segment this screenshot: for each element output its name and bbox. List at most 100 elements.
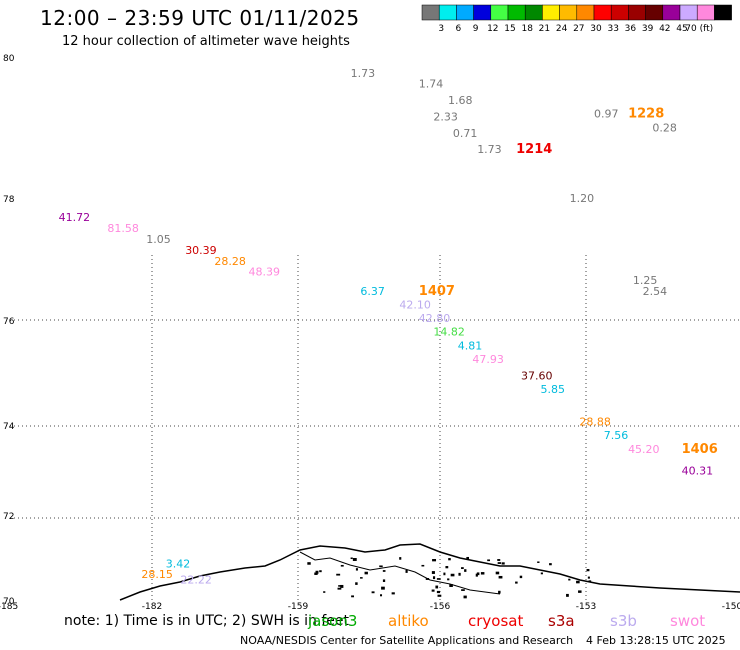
colorbar-swatch — [542, 4, 560, 21]
lake-dot — [568, 578, 571, 581]
wave-height-label: 41.72 — [59, 211, 91, 224]
colorbar-swatch — [696, 4, 715, 21]
colorbar-swatch — [507, 4, 526, 21]
colorbar-swatch — [559, 4, 578, 21]
lake-dot — [461, 589, 465, 591]
colorbar-swatch — [490, 4, 509, 21]
lake-dot — [323, 591, 326, 593]
x-tick-label: -185 — [0, 602, 18, 612]
lake-dot — [382, 570, 386, 572]
coastline-inner — [299, 551, 501, 595]
wave-height-label: 28.88 — [579, 416, 611, 429]
wave-height-label: 48.39 — [248, 266, 280, 279]
lake-dot — [340, 584, 344, 588]
colorbar-label: 12 — [487, 24, 498, 34]
lake-dot — [497, 559, 501, 561]
x-tick-label: -150 — [722, 602, 740, 612]
colorbar-label: 30 — [590, 24, 602, 34]
lake-dot — [445, 566, 449, 569]
lake-dot — [498, 590, 501, 594]
wave-height-label: 0.97 — [594, 108, 619, 121]
colorbar-label: 36 — [625, 24, 637, 34]
legend-cryosat: cryosat — [468, 612, 524, 630]
wave-height-label: 28.15 — [141, 568, 173, 581]
lake-dot — [498, 575, 503, 579]
lake-dot — [355, 568, 358, 571]
lake-dot — [381, 586, 385, 590]
lake-dot — [425, 578, 430, 580]
colorbar-swatch — [662, 4, 681, 21]
wave-height-label: 1.05 — [146, 233, 171, 246]
colorbar-swatch — [714, 4, 732, 21]
lake-dot — [431, 589, 435, 592]
wave-height-label: 42.10 — [399, 298, 431, 311]
legend-s3b: s3b — [610, 612, 637, 630]
wave-height-label: 6.37 — [360, 285, 385, 298]
lake-dot — [399, 557, 402, 560]
wave-height-label: 42.80 — [419, 312, 451, 325]
lake-dot — [315, 570, 319, 574]
wave-height-label: 2.54 — [643, 285, 668, 298]
lake-dot — [501, 562, 505, 565]
lake-dot — [432, 576, 436, 580]
wave-height-label: 14.82 — [433, 326, 465, 339]
lake-dot — [588, 580, 592, 583]
y-tick-label: 74 — [3, 422, 15, 432]
wave-height-label: 28.28 — [214, 255, 246, 268]
wave-height-label: 1.20 — [570, 192, 595, 205]
lake-dot — [515, 581, 518, 584]
overpass-time-label: 1407 — [419, 284, 455, 299]
wave-height-label: 37.60 — [521, 369, 553, 382]
lake-dot — [338, 585, 342, 587]
lake-dot — [371, 591, 375, 594]
lake-dot — [480, 572, 485, 575]
lake-dot — [431, 571, 435, 574]
lake-dot — [405, 570, 408, 573]
wave-height-label: 0.28 — [652, 121, 677, 134]
footnote: note: 1) Time is in UTC; 2) SWH is in fe… — [64, 613, 350, 629]
lake-dot — [487, 559, 491, 562]
generation-timestamp: 4 Feb 13:28:15 UTC 2025 — [586, 634, 726, 647]
y-tick-label: 80 — [3, 54, 15, 64]
coastline — [119, 543, 740, 601]
colorbar-swatch — [524, 4, 543, 21]
lake-dot — [448, 558, 451, 561]
wave-height-label: 0.71 — [453, 127, 478, 140]
wave-height-label: 40.31 — [682, 465, 714, 478]
lake-dot — [450, 573, 455, 577]
colorbar-label: 6 — [456, 24, 462, 34]
wave-height-label: 45.20 — [628, 443, 660, 456]
wave-height-label: 1.74 — [419, 78, 444, 91]
lake-dot — [382, 579, 386, 582]
x-tick-label: -153 — [576, 602, 596, 612]
x-tick-label: -159 — [288, 602, 309, 612]
colorbar-label: 3 — [438, 24, 444, 34]
wave-height-label: 5.85 — [540, 383, 565, 396]
lake-dot — [443, 572, 446, 576]
lake-dot — [587, 576, 590, 579]
colorbar-label: 21 — [539, 24, 550, 34]
colorbar-swatch — [645, 4, 664, 21]
colorbar-swatch — [576, 4, 595, 21]
lake-dot — [466, 556, 470, 560]
lake-dot — [458, 572, 461, 576]
overpass-time-label: 1214 — [516, 142, 552, 157]
wave-height-label: 3.42 — [166, 557, 191, 570]
lake-dot — [497, 562, 502, 564]
lake-dot — [447, 578, 450, 581]
lake-dot — [319, 570, 322, 573]
y-tick-label: 70 — [3, 597, 15, 607]
wave-height-label: 4.81 — [458, 339, 483, 352]
lake-dot — [336, 573, 341, 576]
lake-dot — [463, 595, 467, 599]
chart-subtitle: 12 hour collection of altimeter wave hei… — [62, 34, 350, 49]
lake-dot — [350, 557, 353, 560]
colorbar-label: 24 — [556, 24, 568, 34]
wave-height-label: 30.39 — [185, 244, 217, 257]
wave-height-label: 2.33 — [433, 110, 458, 123]
wave-height-label: 7.56 — [604, 429, 629, 442]
lake-dot — [549, 563, 552, 566]
y-tick-label: 76 — [3, 317, 15, 327]
lake-dot — [464, 569, 467, 572]
lake-dot — [360, 577, 363, 579]
